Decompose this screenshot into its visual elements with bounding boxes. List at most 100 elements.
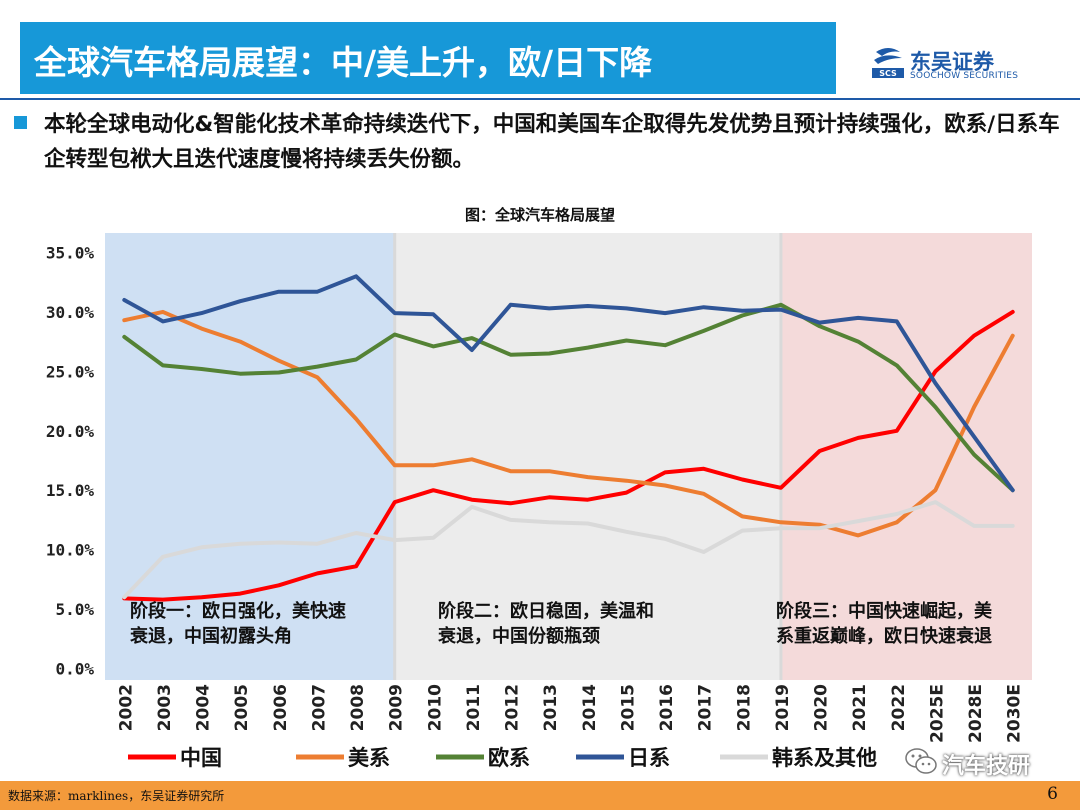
data-point [740, 514, 744, 518]
company-name-english: SOOCHOW SECURITIES [910, 71, 1019, 81]
data-point [624, 338, 628, 342]
phase-band-1 [105, 233, 395, 680]
data-point [663, 537, 667, 541]
data-point [586, 304, 590, 308]
data-point [354, 357, 358, 361]
data-point [238, 372, 242, 376]
series-line-韩系及其他 [122, 500, 1015, 600]
data-point [547, 495, 551, 499]
data-point [779, 520, 783, 524]
data-point [1011, 524, 1015, 528]
data-point [740, 529, 744, 533]
data-point [547, 469, 551, 473]
data-point [818, 526, 822, 530]
phase-annotation-2-line1: 阶段二：欧日稳固，美温和 [438, 600, 654, 622]
data-point [818, 321, 822, 325]
data-point [315, 290, 319, 294]
x-tick-label: 2008 [348, 684, 368, 731]
x-tick-label: 2010 [425, 684, 445, 731]
x-tick-label: 2019 [773, 684, 793, 731]
data-point [277, 583, 281, 587]
data-point [779, 303, 783, 307]
data-point [663, 343, 667, 347]
data-point [509, 518, 513, 522]
x-tick-label: 2025E [927, 684, 947, 743]
phase-annotation-3-line1: 阶段三：中国快速崛起，美 [776, 600, 992, 622]
x-tick-label: 2011 [464, 684, 484, 731]
data-point [315, 375, 319, 379]
data-point [933, 405, 937, 409]
data-point [779, 526, 783, 530]
series-line-中国 [122, 309, 1015, 602]
data-point [509, 501, 513, 505]
title-bar: 全球汽车格局展望：中/美上升，欧/日下降 [20, 22, 836, 94]
x-tick-label: 2021 [850, 684, 870, 731]
data-point [972, 435, 976, 439]
data-point [933, 488, 937, 492]
data-point [624, 530, 628, 534]
data-point [431, 488, 435, 492]
data-point [895, 319, 899, 323]
data-point [122, 298, 126, 302]
company-logo-mark: SCS [872, 48, 904, 78]
data-point [856, 519, 860, 523]
series-line-欧系 [122, 302, 1015, 493]
data-point [431, 463, 435, 467]
data-point [740, 313, 744, 317]
data-point [895, 520, 899, 524]
data-point [895, 363, 899, 367]
x-tick-label: 2015 [618, 684, 638, 731]
data-point [895, 512, 899, 516]
series-line-日系 [122, 274, 1015, 493]
data-point [470, 348, 474, 352]
data-point [663, 483, 667, 487]
data-point [200, 311, 204, 315]
data-point [702, 492, 706, 496]
x-tick-label: 2018 [734, 684, 754, 731]
series-line-美系 [122, 309, 1015, 538]
logo-mark-text: SCS [879, 69, 897, 78]
watermark-text: 汽车技研 [942, 754, 1031, 779]
data-point [354, 531, 358, 535]
data-point [547, 306, 551, 310]
y-tick-label: 35.0% [46, 244, 95, 263]
x-tick-label: 2006 [271, 684, 291, 731]
x-tick-label: 2013 [541, 684, 561, 731]
x-tick-label: 2009 [387, 684, 407, 731]
data-point [431, 536, 435, 540]
data-point [277, 541, 281, 545]
y-tick-label: 10.0% [46, 541, 95, 560]
data-point [972, 405, 976, 409]
data-point [122, 335, 126, 339]
data-point [509, 303, 513, 307]
legend-label-美系: 美系 [348, 746, 390, 770]
data-point [509, 469, 513, 473]
x-tick-label: 2014 [580, 684, 600, 731]
legend-label-日系: 日系 [628, 746, 670, 770]
data-point [856, 533, 860, 537]
bullet-marker [14, 116, 27, 129]
data-point [200, 545, 204, 549]
data-point [122, 595, 126, 599]
data-point [393, 463, 397, 467]
data-point [1011, 488, 1015, 492]
data-point [624, 306, 628, 310]
data-point [200, 367, 204, 371]
data-point [238, 340, 242, 344]
data-point [238, 542, 242, 546]
data-point [856, 316, 860, 320]
header-divider [0, 98, 1080, 100]
company-logo: SCS 东吴证券 SOOCHOW SECURITIES [872, 46, 1042, 86]
data-point [702, 550, 706, 554]
phase-annotation-2-line2: 衰退，中国份额瓶颈 [437, 625, 600, 647]
y-tick-label: 30.0% [46, 303, 95, 322]
footer-bar: 数据来源：marklines，东吴证券研究所 6 [0, 781, 1080, 810]
data-point [200, 327, 204, 331]
legend-label-欧系: 欧系 [488, 746, 530, 770]
data-point [161, 555, 165, 559]
legend-label-中国: 中国 [180, 746, 222, 770]
y-tick-label: 5.0% [55, 600, 94, 619]
data-point [779, 308, 783, 312]
data-point [702, 467, 706, 471]
data-point [547, 520, 551, 524]
